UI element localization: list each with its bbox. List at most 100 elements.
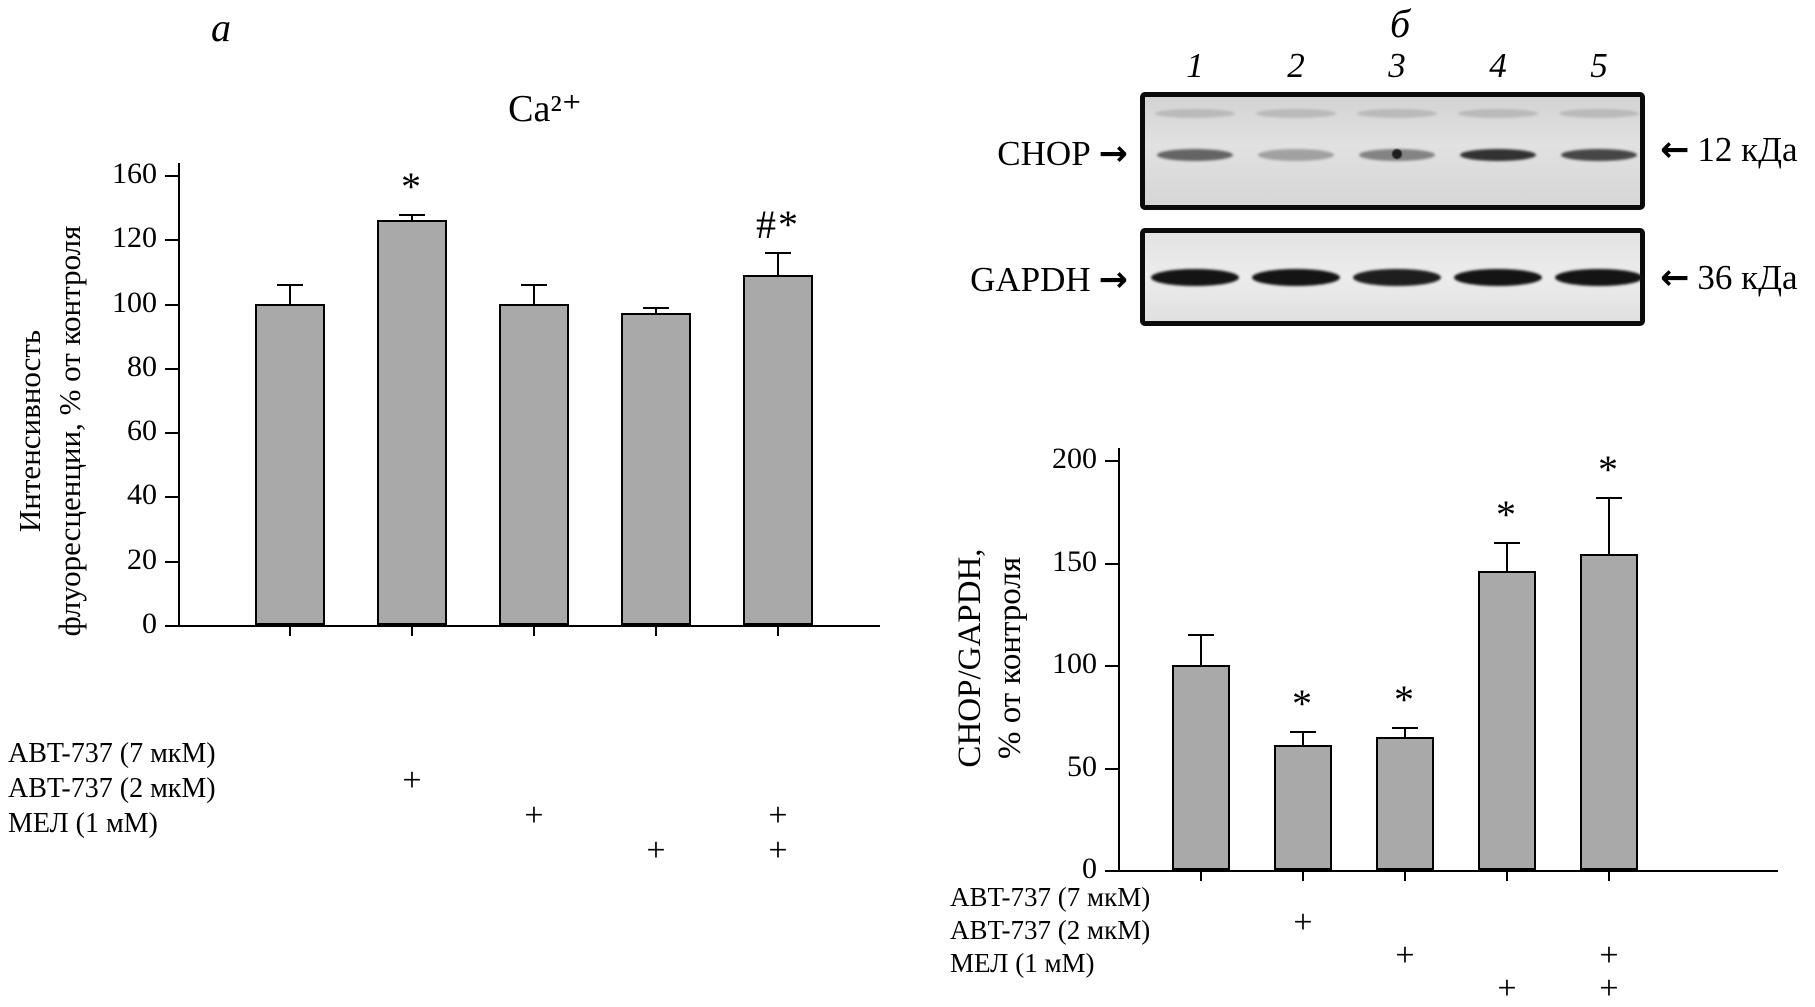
significance-marker-3: * — [1394, 676, 1416, 722]
y-tick-label-80: 80 — [127, 349, 157, 383]
chop-blot-image — [1140, 92, 1645, 210]
plus-mark: + — [768, 797, 788, 834]
lane-label-1: 1 — [1186, 46, 1204, 85]
x-tick-4 — [655, 627, 657, 636]
lane-label-3: 3 — [1388, 46, 1406, 85]
band-speck — [1392, 149, 1402, 159]
plus-mark: + — [402, 762, 422, 799]
right-arrow-icon: → — [1098, 260, 1128, 300]
error-bar-cap-1 — [277, 284, 303, 287]
y-tick-label-150: 150 — [1052, 544, 1097, 578]
significance-marker-5: #* — [756, 202, 800, 248]
y-tick-label-40: 40 — [127, 478, 157, 512]
bar-3 — [499, 303, 569, 625]
bar-3 — [1376, 736, 1434, 870]
background-smear — [1155, 109, 1235, 118]
x-tick-4 — [1506, 872, 1508, 881]
gapdh-mass-value: 36 кДа — [1697, 258, 1798, 297]
band-chop-1 — [1157, 149, 1233, 161]
band-gapdh-4 — [1454, 268, 1542, 286]
y-tick-label-120: 120 — [112, 221, 157, 255]
band-chop-2 — [1258, 149, 1334, 161]
band-chop-5 — [1561, 149, 1637, 161]
error-bar-cap-2 — [1290, 730, 1316, 733]
error-bar-1 — [289, 284, 291, 304]
gapdh-mass-label: ← 36 кДа — [1660, 258, 1798, 298]
bar-1 — [1172, 665, 1230, 870]
bar-1 — [255, 303, 325, 625]
treatment-label: ABT-737 (2 мкМ) — [8, 773, 216, 804]
left-arrow-icon: ← — [1660, 258, 1690, 298]
error-bar-1 — [1200, 634, 1202, 665]
error-bar-cap-4 — [643, 306, 669, 309]
x-tick-3 — [533, 627, 535, 636]
y-tick-label-0: 0 — [142, 607, 157, 640]
x-tick-3 — [1404, 872, 1406, 881]
y-axis — [178, 163, 180, 627]
y-tick-label-100: 100 — [112, 285, 157, 319]
y-tick-label-100: 100 — [1052, 647, 1097, 680]
error-bar-4 — [1506, 542, 1508, 571]
error-bar-cap-2 — [399, 213, 425, 216]
error-bar-5 — [1608, 496, 1610, 555]
band-gapdh-2 — [1252, 268, 1340, 286]
error-bar-3 — [533, 284, 535, 304]
panel-b-label: б — [1389, 1, 1411, 46]
y-tick — [165, 239, 178, 242]
bar-2 — [1274, 744, 1332, 870]
right-arrow-icon: → — [1098, 134, 1128, 174]
plus-mark: + — [768, 832, 788, 869]
plus-mark: + — [1395, 937, 1415, 974]
y-tick — [1105, 870, 1118, 872]
error-bar-5 — [777, 252, 779, 275]
chop-mass-value: 12 кДа — [1697, 130, 1798, 169]
background-smear — [1256, 109, 1336, 118]
panel-a-label: а — [211, 5, 231, 50]
y-tick-label-50: 50 — [1067, 749, 1097, 783]
gapdh-protein-name: GAPDH — [970, 260, 1091, 299]
y-tick-label-0: 0 — [1082, 852, 1097, 885]
x-axis — [1118, 870, 1778, 872]
error-bar-cap-4 — [1494, 542, 1520, 544]
background-smear — [1559, 109, 1639, 118]
y-tick-label-60: 60 — [127, 414, 157, 448]
lane-label-4: 4 — [1489, 46, 1507, 85]
error-bar-2 — [411, 213, 413, 220]
error-bar-3 — [1404, 726, 1406, 737]
significance-marker-4: * — [1496, 492, 1518, 537]
plus-mark: + — [1599, 970, 1619, 1007]
x-tick-1 — [1200, 872, 1202, 881]
x-tick-2 — [411, 627, 413, 636]
bar-5 — [743, 274, 813, 625]
y-tick — [1105, 562, 1118, 565]
y-tick — [1105, 665, 1118, 667]
treatment-label: МЕЛ (1 мМ) — [8, 808, 158, 839]
error-bar-cap-5 — [1596, 496, 1622, 499]
error-bar-cap-1 — [1188, 634, 1214, 637]
x-axis — [178, 625, 880, 627]
x-tick-2 — [1302, 872, 1304, 881]
bar-4 — [1478, 570, 1536, 870]
band-gapdh-3 — [1353, 268, 1441, 286]
y-tick — [165, 367, 178, 370]
error-bar-cap-3 — [521, 284, 547, 287]
error-bar-cap-3 — [1392, 726, 1418, 729]
y-tick-label-20: 20 — [127, 542, 157, 576]
error-bar-cap-5 — [765, 252, 791, 255]
lane-label-2: 2 — [1287, 46, 1305, 85]
bar-4 — [621, 313, 691, 625]
significance-marker-2: * — [401, 163, 423, 209]
background-smear — [1458, 109, 1538, 118]
x-tick-5 — [1608, 872, 1610, 881]
significance-marker-5: * — [1598, 446, 1620, 492]
chop-mass-label: ← 12 кДа — [1660, 130, 1798, 170]
error-bar-4 — [655, 306, 657, 314]
error-bar-2 — [1302, 730, 1304, 745]
gapdh-band-label: GAPDH → — [850, 260, 1128, 300]
x-tick-5 — [777, 627, 779, 636]
